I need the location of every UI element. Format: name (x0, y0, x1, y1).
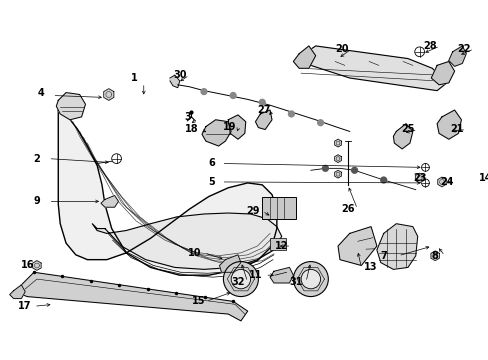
Polygon shape (334, 155, 341, 162)
Circle shape (293, 262, 327, 297)
Polygon shape (437, 177, 445, 187)
Text: 25: 25 (401, 125, 414, 135)
Polygon shape (10, 285, 25, 298)
Text: 12: 12 (274, 241, 288, 251)
Text: 23: 23 (412, 173, 426, 183)
Polygon shape (415, 173, 423, 183)
Text: 24: 24 (439, 177, 453, 187)
Text: 22: 22 (457, 44, 470, 54)
Circle shape (231, 269, 250, 289)
Text: 2: 2 (34, 154, 40, 164)
Polygon shape (393, 124, 412, 149)
Circle shape (421, 163, 428, 171)
Circle shape (223, 262, 258, 297)
Circle shape (288, 111, 294, 117)
Circle shape (414, 47, 424, 57)
Text: 13: 13 (364, 262, 377, 273)
Text: 11: 11 (248, 270, 262, 280)
Text: 16: 16 (20, 261, 34, 270)
Polygon shape (448, 46, 465, 66)
Polygon shape (293, 46, 315, 68)
Text: 5: 5 (208, 177, 215, 187)
Circle shape (201, 89, 206, 95)
Text: 29: 29 (245, 206, 259, 216)
Polygon shape (103, 89, 114, 100)
Polygon shape (219, 255, 241, 272)
Text: 32: 32 (231, 277, 244, 287)
Text: 20: 20 (334, 44, 348, 54)
Text: 14: 14 (478, 173, 488, 183)
Circle shape (259, 99, 264, 105)
Polygon shape (334, 170, 341, 178)
Circle shape (322, 166, 327, 171)
Circle shape (301, 269, 320, 289)
Text: 31: 31 (289, 277, 303, 287)
Polygon shape (430, 62, 454, 85)
Polygon shape (56, 93, 85, 120)
Polygon shape (430, 251, 439, 261)
Text: 21: 21 (449, 125, 462, 135)
Circle shape (111, 154, 121, 163)
Text: 3: 3 (183, 112, 190, 122)
Polygon shape (15, 272, 247, 321)
Bar (269, 238, 285, 250)
Circle shape (230, 93, 236, 98)
Circle shape (380, 177, 386, 183)
Text: 30: 30 (173, 70, 186, 80)
Polygon shape (337, 227, 376, 265)
FancyBboxPatch shape (262, 198, 296, 219)
Polygon shape (92, 213, 281, 269)
Circle shape (421, 179, 428, 187)
Polygon shape (334, 139, 341, 147)
Text: 28: 28 (423, 41, 436, 51)
Polygon shape (202, 120, 231, 146)
Text: 6: 6 (208, 158, 215, 168)
Text: 9: 9 (34, 196, 40, 206)
Polygon shape (269, 267, 293, 283)
Text: 10: 10 (187, 248, 201, 258)
Polygon shape (33, 261, 41, 270)
Polygon shape (376, 224, 417, 269)
Text: 8: 8 (431, 251, 438, 261)
Polygon shape (101, 195, 118, 207)
Text: 1: 1 (130, 73, 137, 83)
Text: 17: 17 (18, 301, 31, 311)
Circle shape (317, 120, 323, 126)
Polygon shape (58, 110, 276, 275)
Text: 15: 15 (192, 296, 205, 306)
Polygon shape (299, 46, 446, 91)
Circle shape (351, 167, 357, 173)
Text: 18: 18 (184, 125, 198, 135)
Polygon shape (170, 75, 179, 88)
Polygon shape (255, 110, 271, 130)
Polygon shape (228, 115, 245, 139)
Text: 4: 4 (38, 87, 44, 98)
Text: 7: 7 (380, 251, 386, 261)
Text: 19: 19 (222, 122, 236, 131)
Text: 27: 27 (257, 105, 270, 115)
Text: 26: 26 (340, 204, 354, 214)
Polygon shape (436, 110, 461, 139)
